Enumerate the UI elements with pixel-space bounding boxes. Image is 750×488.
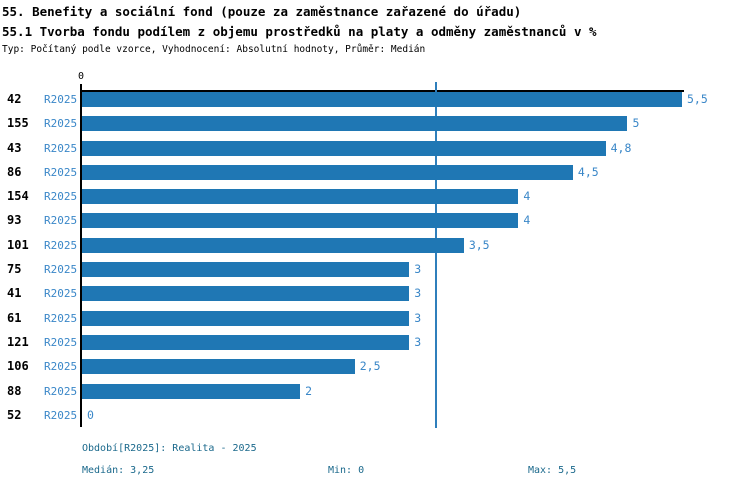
row-series-label: R2025 <box>44 238 78 252</box>
bar <box>82 189 519 205</box>
row-category-id: 88 <box>7 383 22 398</box>
bar <box>82 383 301 399</box>
row-category-id: 52 <box>7 407 22 422</box>
row-series-label: R2025 <box>44 384 78 398</box>
x-axis-line <box>80 90 684 92</box>
row-category-id: 61 <box>7 310 22 325</box>
chart-row: 93 R2025 4 <box>0 213 750 237</box>
chart-row: 75 R2025 3 <box>0 262 750 286</box>
footer-min-label: Min: 0 <box>328 465 365 476</box>
bar-value-label: 4 <box>523 189 531 204</box>
row-series-label: R2025 <box>44 287 78 301</box>
row-series-label: R2025 <box>44 335 78 349</box>
row-series-label: R2025 <box>44 311 78 325</box>
chart-row: 101 R2025 3,5 <box>0 237 750 262</box>
footer-period-label: Období[R2025]: Realita - 2025 <box>82 443 257 454</box>
bar-value-label: 3 <box>414 262 422 277</box>
x-axis-tick-mark <box>80 84 82 90</box>
bar-value-label: 2 <box>305 383 313 398</box>
bar-value-label: 5 <box>632 116 640 131</box>
row-category-id: 101 <box>7 237 29 252</box>
row-series-label: R2025 <box>44 360 78 374</box>
footer-max-label: Max: 5,5 <box>528 465 577 476</box>
y-axis-line <box>80 90 82 427</box>
chart-row: 154 R2025 4 <box>0 189 750 213</box>
bar <box>82 164 573 180</box>
row-category-id: 43 <box>7 140 22 155</box>
chart-row: 155 R2025 5 <box>0 116 750 140</box>
row-category-id: 155 <box>7 116 29 131</box>
report-title: 55. Benefity a sociální fond (pouze za z… <box>2 4 522 19</box>
median-reference-line <box>434 82 437 428</box>
chart-row: 52 R2025 0 <box>0 408 750 432</box>
chart-row: 41 R2025 3 <box>0 286 750 310</box>
bar-value-label: 3 <box>414 334 422 349</box>
row-series-label: R2025 <box>44 141 78 155</box>
bar-value-label: 4,5 <box>577 164 599 179</box>
chart-row: 106 R2025 2,5 <box>0 359 750 383</box>
chart-subtitle: 55.1 Tvorba fondu podílem z objemu prost… <box>2 24 597 39</box>
row-category-id: 106 <box>7 359 29 374</box>
row-series-label: R2025 <box>44 214 78 228</box>
row-category-id: 93 <box>7 213 22 228</box>
bar <box>82 237 464 253</box>
chart-meta-line: Typ: Počítaný podle vzorce, Vyhodnocení:… <box>2 44 426 55</box>
row-series-label: R2025 <box>44 408 78 422</box>
bar <box>82 359 355 375</box>
row-series-label: R2025 <box>44 190 78 204</box>
bar <box>82 116 628 132</box>
bar <box>82 92 682 107</box>
bar <box>82 310 410 326</box>
bar-chart: 42 R2025 5,5 155 R2025 5 43 R2025 4,8 86 R2025 4,5 1… <box>0 92 750 432</box>
row-series-label: R2025 <box>44 165 78 179</box>
row-category-id: 86 <box>7 164 22 179</box>
footer-median-label: Medián: 3,25 <box>82 465 155 476</box>
bar-value-label: 4,8 <box>610 140 632 155</box>
row-category-id: 42 <box>7 92 22 106</box>
chart-row: 121 R2025 3 <box>0 334 750 359</box>
row-series-label: R2025 <box>44 93 78 106</box>
bar-value-label: 0 <box>87 407 94 422</box>
row-category-id: 41 <box>7 286 22 301</box>
bar-value-label: 5,5 <box>687 92 708 106</box>
chart-row: 42 R2025 5,5 <box>0 92 750 116</box>
row-category-id: 154 <box>7 189 29 204</box>
bar <box>82 140 606 156</box>
bar-value-label: 4 <box>523 213 531 228</box>
bar-value-label: 3 <box>414 286 422 301</box>
bar <box>82 334 410 350</box>
chart-row: 86 R2025 4,5 <box>0 164 750 189</box>
row-category-id: 121 <box>7 334 29 349</box>
row-series-label: R2025 <box>44 263 78 277</box>
bar-value-label: 2,5 <box>359 359 381 374</box>
bar-value-label: 3 <box>414 310 422 325</box>
chart-row: 61 R2025 3 <box>0 310 750 335</box>
row-category-id: 75 <box>7 262 22 277</box>
bar <box>82 213 519 229</box>
chart-row: 88 R2025 2 <box>0 383 750 408</box>
row-series-label: R2025 <box>44 117 78 131</box>
x-axis-tick-label-zero: 0 <box>77 71 85 82</box>
chart-row: 43 R2025 4,8 <box>0 140 750 165</box>
bar <box>82 286 410 302</box>
bar <box>82 262 410 278</box>
bar-value-label: 3,5 <box>468 237 490 252</box>
